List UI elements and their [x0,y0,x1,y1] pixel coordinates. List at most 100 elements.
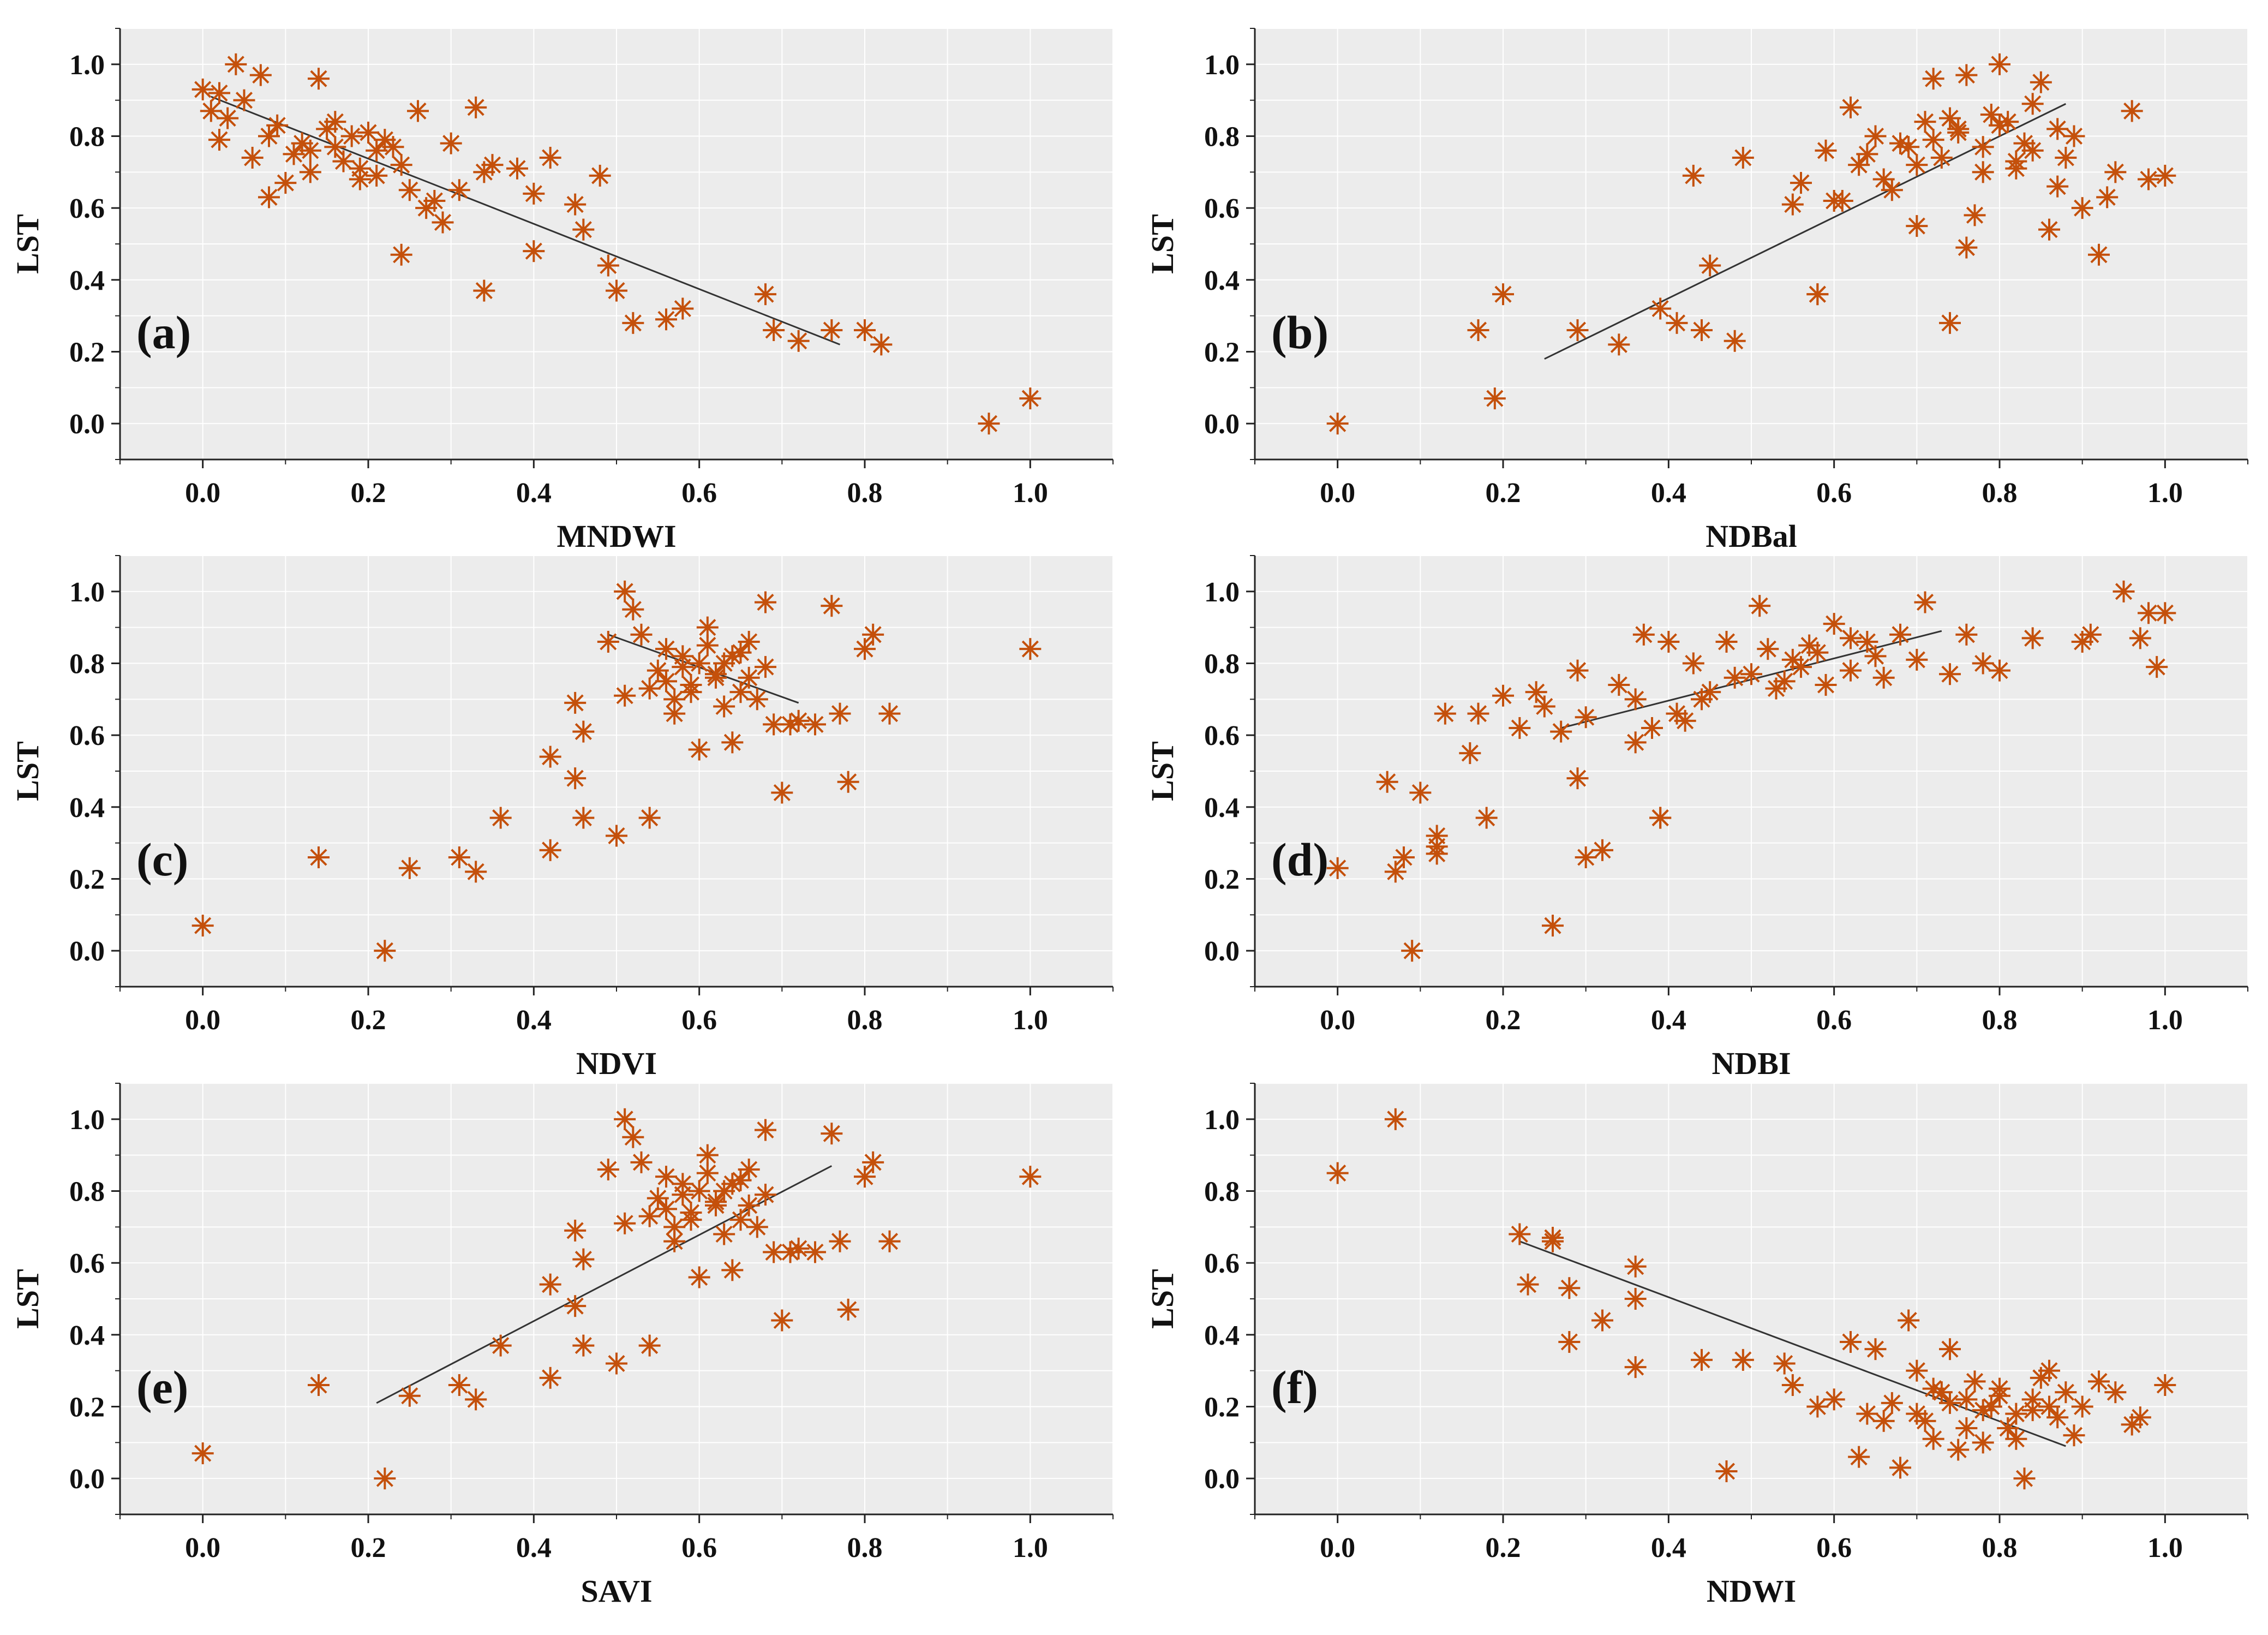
data-point-star [1401,940,1423,962]
data-point-star [233,89,255,111]
data-point-star [638,677,661,700]
y-tick-label: 0.4 [1204,1320,1240,1351]
data-point-star [539,147,561,169]
data-point-star [2021,93,2044,115]
data-point-star [1930,147,1953,169]
data-point-star [1989,1385,2010,1407]
data-point-star [1682,652,1704,675]
x-tick-label: 0.8 [1982,478,2018,509]
data-point-star [1749,595,1771,617]
data-point-star [308,68,330,90]
data-point-star [829,1230,851,1252]
data-point-star [755,1184,776,1206]
data-point-star [755,283,776,306]
data-point-star [1840,1331,1862,1353]
data-point-star [870,333,893,356]
data-point-star [506,157,528,180]
data-point-star [705,663,727,685]
data-point-star [696,634,719,657]
data-point-star [366,164,388,187]
data-point-star [1955,1417,1978,1439]
data-point-star [1566,659,1589,682]
data-point-star [1806,641,1829,664]
data-point-star [324,136,346,158]
data-point-star [572,807,595,829]
x-axis-title: NDBal [1706,518,1797,554]
y-tick-label: 0.0 [1204,409,1240,440]
data-point-star [2129,1406,2151,1429]
data-point-star [308,1374,330,1396]
data-point-star [1989,659,2010,682]
data-point-star [1840,659,1862,682]
data-point-star [208,129,230,151]
data-point-star [1409,781,1432,804]
y-tick-label: 0.4 [69,1320,105,1351]
x-tick-label: 1.0 [2147,478,2183,509]
data-point-star [192,915,214,937]
regression-line [1519,1240,2066,1447]
data-point-star [1624,731,1647,754]
data-point-star [1939,107,1961,129]
data-point-star [324,111,346,133]
x-tick-label: 0.0 [185,1532,220,1564]
data-point-star [1790,656,1812,678]
data-point-star [473,279,495,302]
data-point-star [606,1352,627,1375]
data-point-star [630,623,653,646]
data-point-star [2038,218,2060,241]
data-point-star [597,1159,619,1180]
y-tick-label: 1.0 [69,1105,105,1136]
x-tick-label: 0.2 [351,478,386,509]
data-point-star [1732,1348,1754,1371]
data-point-star [1922,68,1944,90]
data-point-star [2071,197,2093,219]
data-point-star [755,1119,776,1141]
data-point-star [663,1216,686,1238]
data-point-star [1939,312,1961,334]
data-point-star [1724,666,1746,689]
x-axis-title: NDWI [1707,1573,1796,1609]
data-point-star [1434,702,1456,725]
data-point-star [614,1212,636,1234]
data-point-star [2129,627,2151,649]
data-point-star [688,652,710,675]
data-point-star [1384,1108,1407,1130]
data-point-star [2046,175,2069,198]
data-point-star [837,771,859,793]
data-point-star [1467,319,1489,341]
data-point-star [465,96,487,118]
y-tick-label: 0.4 [1204,265,1240,296]
data-point-star [1955,64,1978,86]
data-point-star [2154,1374,2176,1396]
data-point-star [564,691,587,714]
data-point-star [630,1151,653,1173]
y-axis-title: LST [1145,214,1180,274]
data-point-star [680,681,702,703]
data-point-star [655,1198,677,1220]
data-point-star [688,1180,710,1202]
data-point-star [638,1205,661,1227]
data-point-star [1542,915,1564,937]
data-point-star [1922,129,1944,151]
data-point-star [1492,684,1514,707]
data-point-star [1955,1388,1978,1411]
data-point-star [862,623,884,646]
x-tick-label: 0.6 [681,1532,717,1564]
data-point-star [1773,670,1796,693]
data-point-star [1989,114,2010,136]
data-point-star [208,82,230,104]
data-point-star [655,670,677,693]
data-point-star [1608,333,1630,356]
x-tick-label: 0.2 [1486,1005,1521,1036]
data-point-star [1566,767,1589,790]
data-point-star [1509,1223,1531,1245]
panel-label: (f) [1271,1361,1318,1413]
data-point-star [738,1194,760,1216]
scatter-panel-2: 0.0 0.0 0.2 0.2 0.4 0.4 0.6 0.6 0.8 0.8 1.0 1.0 NDBa… [1145,28,2248,554]
x-tick-label: 0.6 [1816,1532,1852,1564]
data-point-star [1781,193,1804,216]
data-point-star [680,1209,702,1231]
data-point-star [1715,1460,1738,1482]
data-point-star [1542,1227,1564,1249]
data-point-star [1326,413,1349,435]
